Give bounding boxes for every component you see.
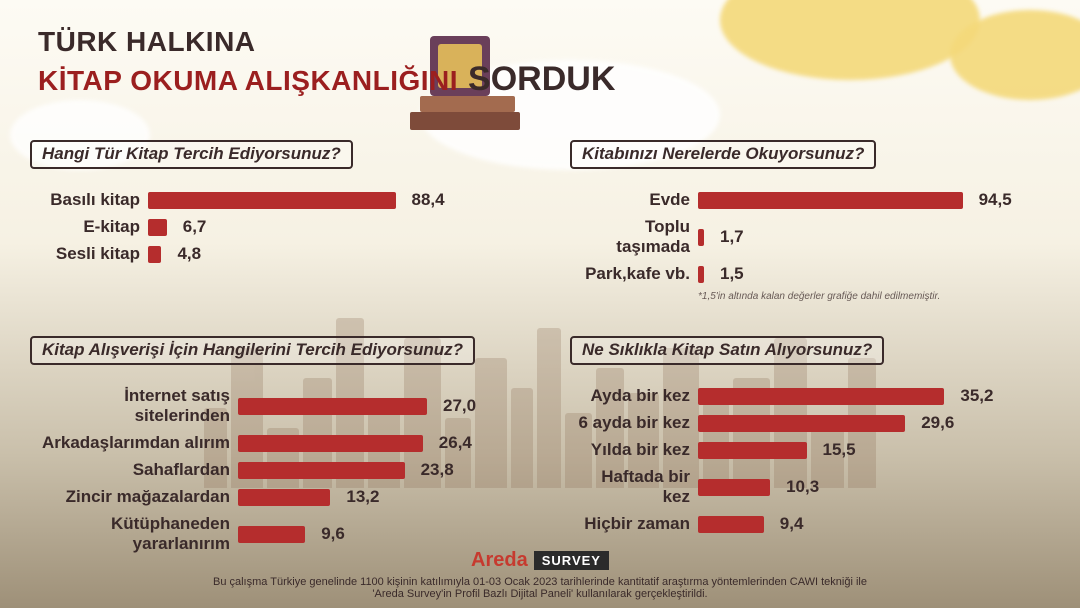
bar — [698, 229, 704, 246]
bar-value: 27,0 — [443, 396, 476, 416]
bar — [698, 415, 905, 432]
bar — [698, 388, 944, 405]
logo: Areda SURVEY — [471, 549, 609, 572]
bar-row: Sesli kitap 4,8 — [30, 244, 510, 264]
bar-row: Basılı kitap 88,4 — [30, 190, 510, 210]
bar — [238, 489, 330, 506]
bar-value: 13,2 — [346, 487, 379, 507]
bar-label: Haftada bir kez — [570, 467, 690, 507]
bar-value: 29,6 — [921, 413, 954, 433]
bar-label: Hiçbir zaman — [570, 514, 690, 534]
bar-value: 88,4 — [412, 190, 445, 210]
bar — [698, 479, 770, 496]
chart-panel: Kitap Alışverişi İçin Hangilerini Tercih… — [30, 336, 510, 561]
chart-panel: Kitabınızı Nerelerde Okuyorsunuz? Evde 94,… — [570, 140, 1050, 302]
bar-label: Evde — [570, 190, 690, 210]
panel-title: Hangi Tür Kitap Tercih Ediyorsunuz? — [30, 140, 353, 169]
bar-row: Evde 94,5 — [570, 190, 1050, 210]
bar-value: 1,5 — [720, 264, 744, 284]
bar-row: Zincir mağazalardan 13,2 — [30, 487, 510, 507]
bar — [238, 526, 305, 543]
bar-label: Kütüphaneden yararlanırım — [30, 514, 230, 554]
header: TÜRK HALKINA KİTAP OKUMA ALIŞKANLIĞINI S… — [38, 26, 615, 99]
bar-row: Ayda bir kez 35,2 — [570, 386, 1050, 406]
chart-panel: Hangi Tür Kitap Tercih Ediyorsunuz? Basıl… — [30, 140, 510, 302]
bar — [238, 435, 423, 452]
bar-value: 94,5 — [979, 190, 1012, 210]
bar — [698, 442, 807, 459]
bar-label: Park,kafe vb. — [570, 264, 690, 284]
bar-label: E-kitap — [30, 217, 140, 237]
panel-title: Ne Sıklıkla Kitap Satın Alıyorsunuz? — [570, 336, 884, 365]
bar-row: Kütüphaneden yararlanırım 9,6 — [30, 514, 510, 554]
bar-row: Hiçbir zaman 9,4 — [570, 514, 1050, 534]
bar-label: Zincir mağazalardan — [30, 487, 230, 507]
bar — [238, 462, 405, 479]
bar-value: 23,8 — [421, 460, 454, 480]
bar-label: Ayda bir kez — [570, 386, 690, 406]
bar — [148, 246, 161, 263]
bar-label: 6 ayda bir kez — [570, 413, 690, 433]
charts-grid: Hangi Tür Kitap Tercih Ediyorsunuz? Basıl… — [30, 140, 1050, 561]
header-line2: KİTAP OKUMA ALIŞKANLIĞINI — [38, 65, 458, 97]
bar-label: Toplu taşımada — [570, 217, 690, 257]
footer-note: Bu çalışma Türkiye genelinde 1100 kişini… — [0, 576, 1080, 600]
bar-value: 9,4 — [780, 514, 804, 534]
bar-row: Toplu taşımada 1,7 — [570, 217, 1050, 257]
header-line2b: SORDUK — [468, 60, 615, 99]
bar-label: Sesli kitap — [30, 244, 140, 264]
bar-value: 35,2 — [960, 386, 993, 406]
footer: Areda SURVEY Bu çalışma Türkiye genelind… — [0, 549, 1080, 600]
bar-row: 6 ayda bir kez 29,6 — [570, 413, 1050, 433]
bar-row: Park,kafe vb. 1,5 — [570, 264, 1050, 284]
bar-label: Yılda bir kez — [570, 440, 690, 460]
bar-row: Haftada bir kez 10,3 — [570, 467, 1050, 507]
panel-title: Kitabınızı Nerelerde Okuyorsunuz? — [570, 140, 876, 169]
bar-value: 6,7 — [183, 217, 207, 237]
bar — [698, 516, 764, 533]
bar-label: Arkadaşlarımdan alırım — [30, 433, 230, 453]
bar-value: 4,8 — [177, 244, 201, 264]
bar — [698, 192, 963, 209]
bar — [148, 192, 396, 209]
bar-value: 26,4 — [439, 433, 472, 453]
bar-row: Yılda bir kez 15,5 — [570, 440, 1050, 460]
bar-row: Arkadaşlarımdan alırım 26,4 — [30, 433, 510, 453]
bar-row: Sahaflardan 23,8 — [30, 460, 510, 480]
panel-title: Kitap Alışverişi İçin Hangilerini Tercih… — [30, 336, 475, 365]
logo-text-survey: SURVEY — [534, 551, 609, 570]
bar-label: İnternet satış sitelerinden — [30, 386, 230, 426]
bar-value: 10,3 — [786, 477, 819, 497]
bar — [238, 398, 427, 415]
bar-value: 15,5 — [823, 440, 856, 460]
bar-value: 9,6 — [321, 524, 345, 544]
bar-row: İnternet satış sitelerinden 27,0 — [30, 386, 510, 426]
panel-footnote: *1,5'in altında kalan değerler grafiğe d… — [698, 291, 1050, 302]
bar-row: E-kitap 6,7 — [30, 217, 510, 237]
bar-label: Basılı kitap — [30, 190, 140, 210]
bar-value: 1,7 — [720, 227, 744, 247]
header-line1: TÜRK HALKINA — [38, 26, 615, 58]
logo-text-areda: Areda — [471, 549, 528, 572]
bar — [698, 266, 704, 283]
chart-panel: Ne Sıklıkla Kitap Satın Alıyorsunuz? Ayda… — [570, 336, 1050, 561]
footer-note-line2: 'Areda Survey'in Profil Bazlı Dijital Pa… — [372, 588, 707, 600]
bar-label: Sahaflardan — [30, 460, 230, 480]
bar — [148, 219, 167, 236]
footer-note-line1: Bu çalışma Türkiye genelinde 1100 kişini… — [213, 576, 867, 588]
